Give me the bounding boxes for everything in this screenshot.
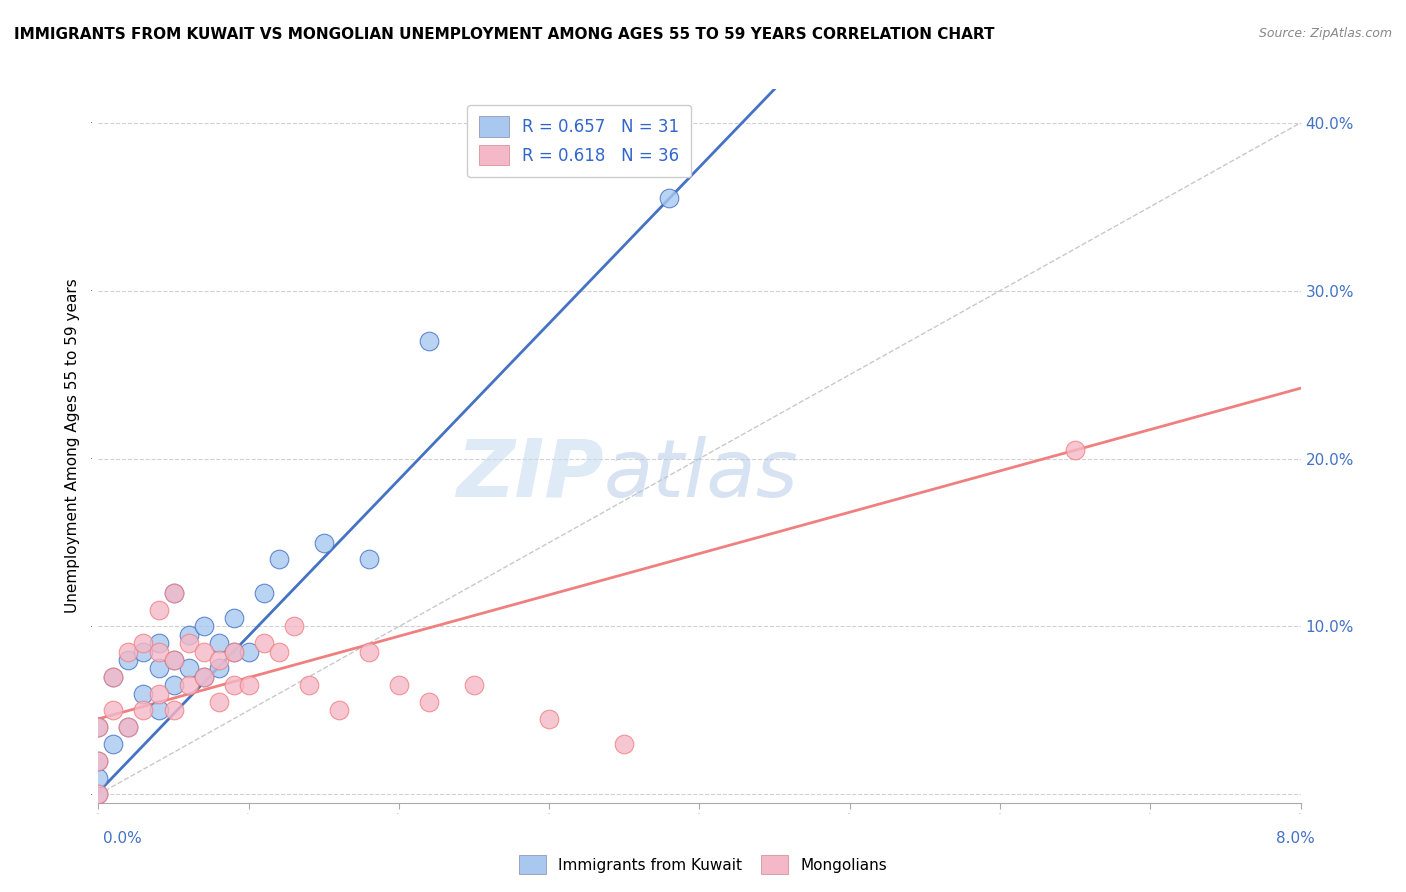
Point xyxy=(87,720,110,734)
Text: ZIP: ZIP xyxy=(456,435,603,514)
Point xyxy=(87,788,110,802)
Point xyxy=(162,653,184,667)
Text: 8.0%: 8.0% xyxy=(1275,831,1315,846)
Point xyxy=(463,678,485,692)
Point xyxy=(103,670,125,684)
Point xyxy=(238,678,260,692)
Point xyxy=(267,645,290,659)
Point xyxy=(87,788,110,802)
Point xyxy=(222,611,245,625)
Point xyxy=(103,703,125,717)
Point xyxy=(132,687,155,701)
Point xyxy=(208,695,231,709)
Text: IMMIGRANTS FROM KUWAIT VS MONGOLIAN UNEMPLOYMENT AMONG AGES 55 TO 59 YEARS CORRE: IMMIGRANTS FROM KUWAIT VS MONGOLIAN UNEM… xyxy=(14,27,994,42)
Point xyxy=(208,661,231,675)
Point xyxy=(1064,443,1087,458)
Point xyxy=(222,678,245,692)
Point xyxy=(132,645,155,659)
Point xyxy=(117,653,139,667)
Point xyxy=(538,712,561,726)
Point xyxy=(103,737,125,751)
Point xyxy=(148,603,170,617)
Legend: R = 0.657   N = 31, R = 0.618   N = 36: R = 0.657 N = 31, R = 0.618 N = 36 xyxy=(467,104,692,177)
Point xyxy=(283,619,305,633)
Point xyxy=(328,703,350,717)
Point xyxy=(87,754,110,768)
Point xyxy=(253,586,276,600)
Text: 0.0%: 0.0% xyxy=(103,831,142,846)
Point xyxy=(87,720,110,734)
Text: atlas: atlas xyxy=(603,435,799,514)
Point xyxy=(177,628,200,642)
Point xyxy=(193,670,215,684)
Point xyxy=(658,191,681,205)
Point xyxy=(87,754,110,768)
Point xyxy=(267,552,290,566)
Point xyxy=(162,703,184,717)
Legend: Immigrants from Kuwait, Mongolians: Immigrants from Kuwait, Mongolians xyxy=(513,849,893,880)
Point xyxy=(613,737,636,751)
Point xyxy=(162,586,184,600)
Point xyxy=(418,695,440,709)
Point xyxy=(238,645,260,659)
Point xyxy=(298,678,321,692)
Point xyxy=(162,653,184,667)
Point xyxy=(87,771,110,785)
Point xyxy=(148,661,170,675)
Point xyxy=(177,636,200,650)
Point xyxy=(148,687,170,701)
Point xyxy=(117,645,139,659)
Point xyxy=(193,670,215,684)
Point xyxy=(132,703,155,717)
Point xyxy=(148,645,170,659)
Point xyxy=(177,678,200,692)
Point xyxy=(117,720,139,734)
Point xyxy=(162,586,184,600)
Point xyxy=(148,636,170,650)
Point xyxy=(357,552,380,566)
Point xyxy=(117,720,139,734)
Point xyxy=(222,645,245,659)
Point xyxy=(388,678,411,692)
Point xyxy=(208,653,231,667)
Point xyxy=(177,661,200,675)
Point xyxy=(208,636,231,650)
Point xyxy=(357,645,380,659)
Point xyxy=(222,645,245,659)
Point xyxy=(193,619,215,633)
Y-axis label: Unemployment Among Ages 55 to 59 years: Unemployment Among Ages 55 to 59 years xyxy=(65,278,80,614)
Point xyxy=(253,636,276,650)
Point xyxy=(132,636,155,650)
Point xyxy=(193,645,215,659)
Point xyxy=(148,703,170,717)
Point xyxy=(162,678,184,692)
Text: Source: ZipAtlas.com: Source: ZipAtlas.com xyxy=(1258,27,1392,40)
Point xyxy=(103,670,125,684)
Point xyxy=(418,334,440,348)
Point xyxy=(312,535,335,549)
